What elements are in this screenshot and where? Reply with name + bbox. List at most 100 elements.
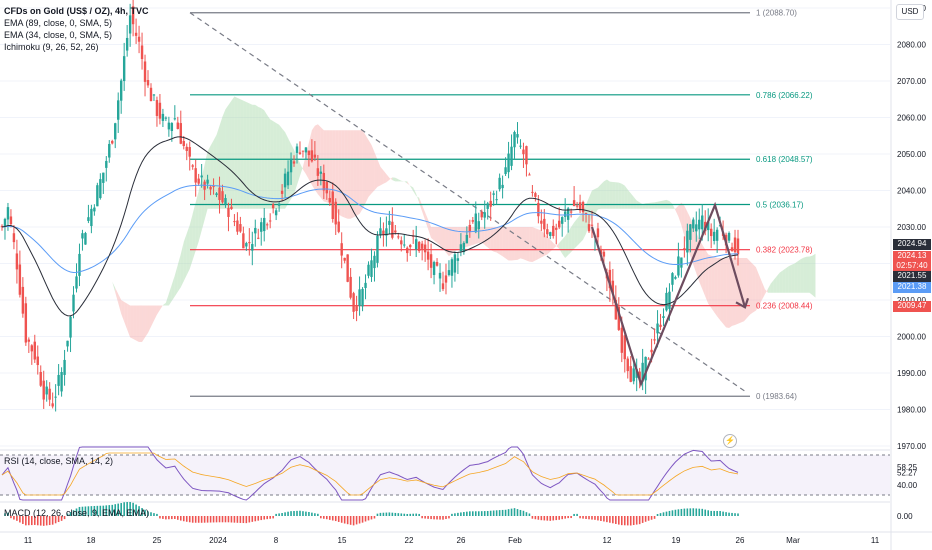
macd-bar <box>576 513 578 516</box>
candle-body <box>96 185 99 207</box>
macd-bar <box>138 506 140 516</box>
candle-body <box>361 288 364 307</box>
macd-bar <box>54 516 57 524</box>
macd-bar <box>573 513 575 516</box>
candle-body <box>191 165 194 167</box>
candle-body <box>659 324 662 327</box>
cloud-segment <box>788 264 792 293</box>
macd-bar <box>469 511 471 516</box>
macd-bar <box>102 505 105 516</box>
fib-retracement: 1 (2088.70) 0.786 (2066.22) 0.618 (2048.57… <box>190 9 813 401</box>
candle-body <box>224 198 227 205</box>
macd-bar <box>394 512 397 516</box>
cloud-segment <box>282 128 286 209</box>
candle-body <box>617 306 621 330</box>
macd-legend[interactable]: MACD (12, 26, close, 9, EMA, EMA) <box>4 508 150 518</box>
candle-body <box>179 123 182 144</box>
macd-bar <box>299 510 301 516</box>
cloud-segment <box>711 255 715 313</box>
candle-body <box>629 366 632 382</box>
cloud-segment <box>213 134 217 209</box>
candle-body <box>465 234 469 244</box>
candle-body <box>563 211 567 217</box>
currency-button[interactable]: USD <box>896 4 924 20</box>
cloud-segment <box>371 144 375 194</box>
candle-body <box>182 140 185 147</box>
candle-body <box>525 146 528 165</box>
candle-body <box>176 122 180 129</box>
cloud-segment <box>261 108 265 209</box>
cloud-segment <box>443 227 446 253</box>
cloud-segment <box>130 305 134 339</box>
cloud-segment <box>410 185 414 192</box>
candle-body <box>137 36 141 42</box>
candle-body <box>552 225 555 237</box>
candle-body <box>435 261 439 266</box>
candle-body <box>447 270 451 276</box>
cloud-segment <box>285 132 289 209</box>
macd-bar <box>570 516 572 519</box>
macd-bar <box>603 516 605 522</box>
candle-body <box>274 210 278 216</box>
candle-body <box>119 80 123 101</box>
cloud-segment <box>538 229 542 259</box>
dashed-trend-line <box>189 12 746 392</box>
candle-body <box>668 291 671 309</box>
candle-body <box>733 237 737 253</box>
macd-bar <box>224 516 227 523</box>
rsi-legend[interactable]: RSI (14, close, SMA, 14, 2) <box>4 456 114 466</box>
cloud-segment <box>767 283 771 293</box>
candle-body <box>313 154 317 158</box>
macd-bar <box>662 512 665 516</box>
candle-body <box>90 208 93 227</box>
candle-body <box>397 236 400 238</box>
price-tag: 2021.55 <box>893 271 931 282</box>
cloud-segment <box>148 305 151 333</box>
macd-bar <box>606 516 608 523</box>
cloud-segment <box>785 266 789 293</box>
ema-lines <box>1 136 739 317</box>
candle-body <box>438 272 442 279</box>
cloud-segment <box>201 164 205 231</box>
macd-bar <box>194 516 197 523</box>
macd-bar <box>245 516 248 524</box>
candle-body <box>510 146 513 166</box>
macd-bar <box>60 516 63 521</box>
ichimoku-legend[interactable]: Ichimoku (9, 26, 52, 26) <box>4 42 99 52</box>
candle-body <box>453 254 457 273</box>
candle-body <box>665 292 668 311</box>
macd-bar <box>13 516 15 520</box>
cloud-segment <box>159 305 163 310</box>
candle-body <box>480 212 483 218</box>
macd-bar <box>45 516 48 526</box>
cloud-segment <box>553 242 557 249</box>
macd-bar <box>78 506 81 516</box>
macd-bar <box>117 503 120 516</box>
candle-body <box>698 219 701 230</box>
macd-bar <box>317 513 319 516</box>
macd-bar <box>403 513 406 516</box>
ema89-legend[interactable]: EMA (89, close, 0, SMA, 5) <box>4 18 113 28</box>
candle-body <box>468 224 472 232</box>
cloud-segment <box>714 256 718 317</box>
macd-zero-tick: 0.00 <box>897 512 913 521</box>
macd-bar <box>314 513 316 516</box>
ema34-legend[interactable]: EMA (34, close, 0, SMA, 5) <box>4 30 113 40</box>
candle-body <box>271 204 275 209</box>
candle-body <box>63 359 66 375</box>
candle-body <box>382 230 385 235</box>
cloud-segment <box>568 227 572 255</box>
candle-body <box>84 233 87 245</box>
cloud-segment <box>267 115 271 209</box>
candle-body <box>519 145 522 147</box>
cloud-segment <box>311 125 315 190</box>
price-tag-value: 2024.13 <box>897 251 927 260</box>
candle-body <box>653 339 656 341</box>
cloud-segment <box>735 258 738 325</box>
candle-body <box>638 371 641 380</box>
cloud-segment <box>398 179 402 182</box>
flash-icon[interactable]: ⚡ <box>723 434 737 448</box>
candle-body <box>674 277 677 279</box>
